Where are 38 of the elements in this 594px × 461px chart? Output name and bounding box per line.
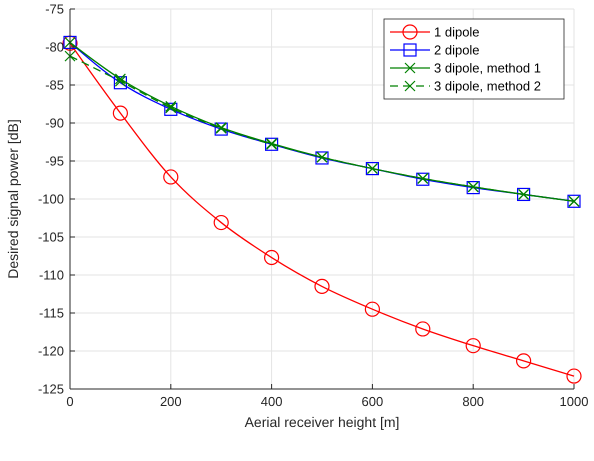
y-tick-label: -85	[45, 78, 64, 92]
point	[364, 302, 380, 317]
point	[112, 106, 128, 121]
legend-label: 3 dipole, method 1	[434, 60, 541, 76]
x-axis-title: Aerial receiver height [m]	[244, 414, 400, 430]
y-tick-label: -105	[38, 230, 64, 244]
point	[415, 321, 430, 337]
point	[214, 214, 229, 230]
point	[114, 76, 127, 90]
y-tick-label: -115	[38, 306, 64, 320]
point	[114, 73, 126, 85]
y-axis-title: Desired signal power [dB]	[5, 119, 21, 279]
y-tick-label: -95	[45, 154, 64, 168]
legend-label: 3 dipole, method 2	[434, 78, 541, 94]
y-tick-label: -100	[38, 192, 64, 206]
y-tick-label: -125	[38, 382, 64, 396]
x-tick-label: 600	[362, 394, 384, 409]
point	[164, 102, 178, 116]
x-tick-label: 1000	[560, 394, 588, 409]
x-tick-label: 800	[462, 394, 484, 409]
y-tick-label: -75	[45, 2, 64, 16]
legend-label: 1 dipole	[434, 24, 480, 40]
legend-label: 2 dipole	[434, 42, 480, 58]
point	[566, 368, 582, 384]
point	[314, 278, 330, 294]
point	[466, 338, 481, 354]
x-tick-label: 0	[66, 394, 74, 409]
x-tick-label: 400	[260, 394, 282, 409]
x-tick-label: 200	[160, 394, 182, 409]
y-tick-label: -80	[45, 40, 64, 54]
y-tick-label: -90	[45, 116, 64, 130]
point	[163, 169, 178, 185]
point	[516, 353, 532, 368]
y-tick-label: -120	[38, 344, 64, 358]
point	[64, 50, 76, 62]
point	[264, 250, 280, 266]
point	[114, 76, 126, 87]
y-tick-label: -110	[38, 268, 64, 282]
